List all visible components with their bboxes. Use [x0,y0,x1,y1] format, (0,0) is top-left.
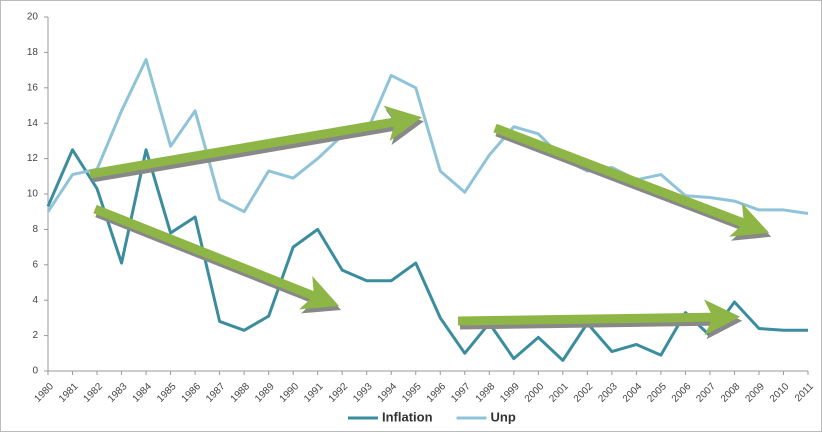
trend-arrow [89,105,422,179]
y-tick-label: 2 [32,330,38,341]
y-tick-label: 10 [27,189,39,200]
series-line [46,148,808,362]
y-tick-label: 20 [27,12,39,23]
x-tick-label: 2003 [596,381,620,405]
x-tick-label: 1997 [449,381,473,405]
x-tick-label: 2000 [523,381,547,405]
x-tick-label: 1984 [131,381,155,405]
x-tick-label: 1982 [82,381,106,405]
x-tick-label: 1987 [204,381,228,405]
x-tick-label: 2001 [547,381,571,405]
x-tick-label: 1985 [155,381,179,405]
x-tick-label: 1980 [32,381,56,405]
x-tick-label: 2005 [645,381,669,405]
x-tick-label: 1999 [498,381,522,405]
y-tick-label: 18 [27,47,39,58]
x-tick-label: 1981 [57,381,81,405]
series-line [46,57,809,215]
trend-arrows [89,105,772,340]
x-tick-label: 2004 [621,381,645,405]
trend-arrow [457,299,741,336]
x-tick-label: 1996 [425,381,449,405]
y-tick-label: 16 [27,82,39,93]
x-tick-label: 2011 [793,381,816,404]
x-tick-label: 1983 [106,381,130,405]
y-tick-label: 6 [32,259,38,270]
x-tick-label: 2007 [694,381,718,405]
x-tick-label: 1993 [351,381,375,405]
x-tick-label: 1988 [229,381,253,405]
trend-arrow [493,123,770,237]
x-tick-label: 2002 [572,381,596,405]
y-tick-label: 0 [32,366,38,377]
x-tick-label: 2009 [743,381,767,405]
x-tick-label: 1986 [180,381,204,405]
x-tick-label: 2010 [768,381,792,405]
x-tick-label: 1990 [278,381,302,405]
x-tick-label: 1989 [253,381,277,405]
x-tick-label: 1998 [474,381,498,405]
x-tick-label: 1995 [400,381,424,405]
y-tick-label: 14 [27,118,39,129]
y-tick-label: 12 [27,153,39,164]
y-tick-label: 4 [32,295,38,306]
x-tick-label: 1994 [376,381,400,405]
x-tick-label: 2006 [670,381,694,405]
x-tick-label: 2008 [719,381,743,405]
x-tick-label: 1992 [327,381,351,405]
legend-text: Inflation [382,409,433,424]
legend-text: Unp [491,409,516,424]
trend-arrow [93,204,340,310]
y-tick-label: 8 [32,224,38,235]
x-tick-label: 1991 [302,381,326,405]
